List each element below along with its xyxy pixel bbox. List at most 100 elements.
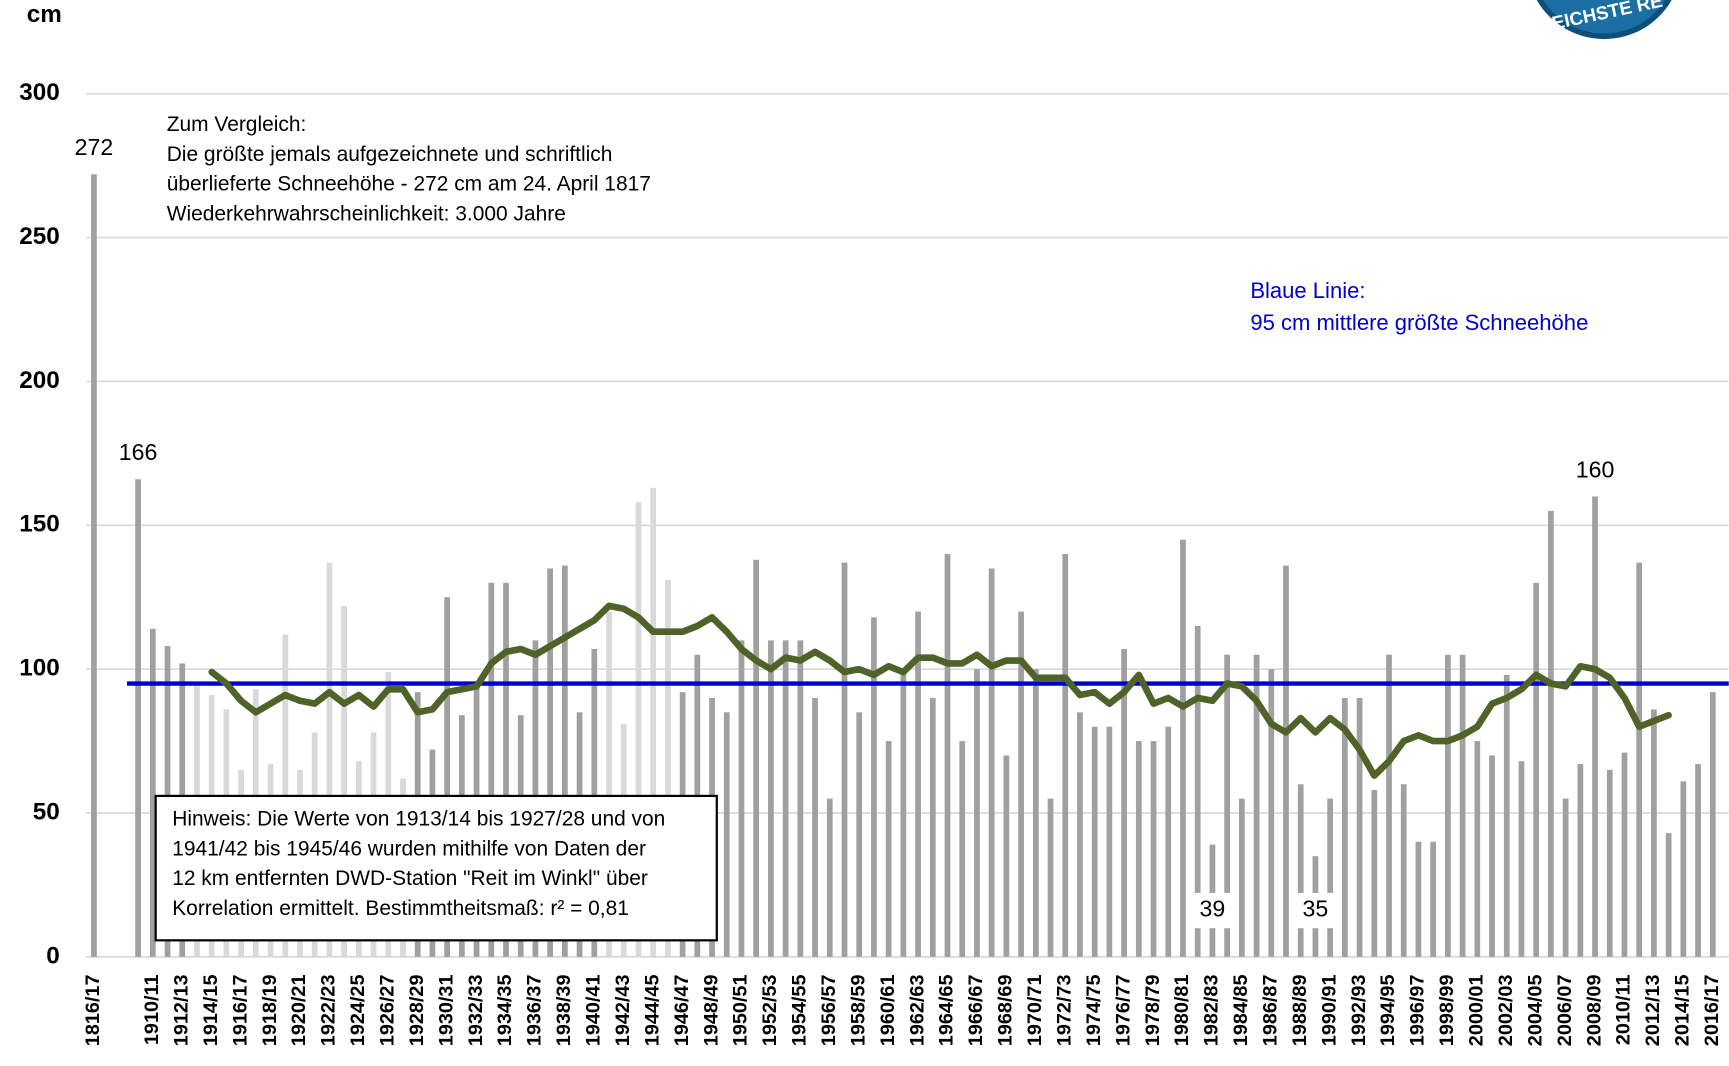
x-tick-label: 1960/61	[877, 975, 899, 1047]
bar	[1121, 649, 1127, 957]
annotation: Zum Vergleich:	[167, 113, 307, 136]
annotation: Die größte jemals aufgezeichnete und sch…	[167, 143, 613, 166]
x-tick-label: 2012/13	[1642, 975, 1664, 1047]
x-tick-label: 1816/17	[82, 975, 104, 1047]
annotation: Hinweis: Die Werte von 1913/14 bis 1927/…	[172, 808, 665, 831]
x-tick-label: 1980/81	[1171, 975, 1193, 1047]
bar	[871, 617, 877, 957]
x-tick-label: 1984/85	[1230, 975, 1252, 1047]
bar	[1400, 784, 1407, 957]
x-tick-label: 1988/89	[1289, 975, 1311, 1047]
bar	[1371, 789, 1378, 957]
bar	[988, 568, 995, 957]
label-background	[1293, 892, 1338, 929]
bar	[1341, 697, 1348, 957]
x-tick-label: 1994/95	[1377, 975, 1399, 1047]
x-tick-label: 1920/21	[288, 975, 310, 1047]
bar	[841, 562, 848, 957]
x-tick-label: 1974/75	[1083, 975, 1105, 1047]
x-tick-label: 1978/79	[1142, 975, 1164, 1047]
bar	[1415, 841, 1422, 957]
annotation: 1941/42 bis 1945/46 wurden mithilfe von …	[172, 837, 646, 860]
bar	[1386, 654, 1392, 957]
bar	[1180, 539, 1186, 957]
x-tick-label: 1916/17	[229, 975, 251, 1047]
bar	[1077, 712, 1083, 957]
bar	[1356, 697, 1363, 957]
x-tick-label: 2010/11	[1613, 975, 1635, 1046]
data-label: 160	[1576, 456, 1615, 482]
bar	[635, 502, 642, 957]
bar	[547, 568, 554, 957]
bar	[1533, 582, 1540, 957]
y-tick-label: 300	[19, 79, 59, 106]
x-tick-label: 1938/39	[553, 975, 575, 1047]
bar	[1253, 654, 1260, 957]
bar	[1489, 755, 1495, 957]
bar	[326, 562, 333, 957]
bar	[1621, 752, 1628, 957]
bar	[723, 712, 730, 957]
data-label: 166	[119, 439, 158, 465]
bar	[1474, 741, 1481, 957]
annotation: Korrelation ermittelt. Bestimmtheitsmaß:…	[172, 897, 629, 920]
label-background	[1190, 892, 1235, 929]
annotation: 12 km entfernten DWD-Station "Reit im Wi…	[172, 867, 648, 890]
note-box	[154, 794, 718, 942]
bar	[1238, 798, 1245, 957]
y-tick-label: 50	[33, 798, 60, 825]
trend-line	[208, 602, 1672, 779]
bar	[488, 582, 495, 957]
x-tick-label: 1998/99	[1436, 975, 1458, 1047]
x-tick-label: 2000/01	[1466, 975, 1488, 1047]
x-tick-label: 2002/03	[1495, 975, 1517, 1047]
bar	[753, 559, 760, 957]
bar	[856, 712, 863, 957]
bar	[797, 640, 804, 957]
x-tick-label: 1930/31	[435, 975, 457, 1047]
x-tick-label: 1932/33	[465, 975, 487, 1047]
data-label: 272	[75, 134, 114, 160]
x-tick-label: 1964/65	[936, 975, 958, 1047]
x-tick-label: 1926/27	[377, 975, 399, 1047]
x-tick-label: 1962/63	[906, 975, 928, 1047]
bar	[1459, 654, 1466, 957]
bar	[768, 640, 774, 957]
bar	[1135, 741, 1142, 957]
bar	[1106, 726, 1113, 957]
bar	[1518, 761, 1525, 957]
x-tick-label: 1924/25	[347, 975, 369, 1047]
bar	[1032, 669, 1039, 957]
bar	[503, 582, 509, 957]
x-tick-label: 1966/67	[965, 975, 987, 1047]
bar	[91, 174, 97, 957]
x-tick-label: 1986/87	[1260, 975, 1282, 1047]
x-tick-label: 1922/23	[318, 975, 340, 1047]
x-tick-label: 1952/53	[759, 975, 781, 1047]
x-tick-label: 1970/71	[1024, 975, 1046, 1047]
x-tick-label: 1948/49	[700, 975, 722, 1047]
bar	[1695, 764, 1701, 957]
bar	[1680, 781, 1687, 957]
bar	[1224, 654, 1230, 957]
bar	[1606, 769, 1613, 957]
bar	[1651, 709, 1657, 957]
bar	[959, 741, 966, 957]
bar	[1592, 496, 1598, 957]
bar	[1577, 764, 1584, 957]
bar	[1047, 798, 1054, 957]
y-tick-label: 200	[19, 367, 59, 394]
bar	[1562, 798, 1569, 957]
bar	[900, 669, 907, 957]
bar	[1327, 798, 1334, 957]
x-tick-label: 1956/57	[818, 975, 840, 1047]
x-tick-label: 1912/13	[170, 975, 192, 1047]
bar	[1636, 562, 1643, 957]
bar	[885, 741, 892, 957]
x-tick-label: 1990/91	[1318, 975, 1340, 1047]
x-tick-label: 1934/35	[494, 975, 516, 1047]
x-tick-label: 1918/19	[259, 975, 281, 1047]
x-tick-label: 1996/97	[1407, 975, 1429, 1047]
